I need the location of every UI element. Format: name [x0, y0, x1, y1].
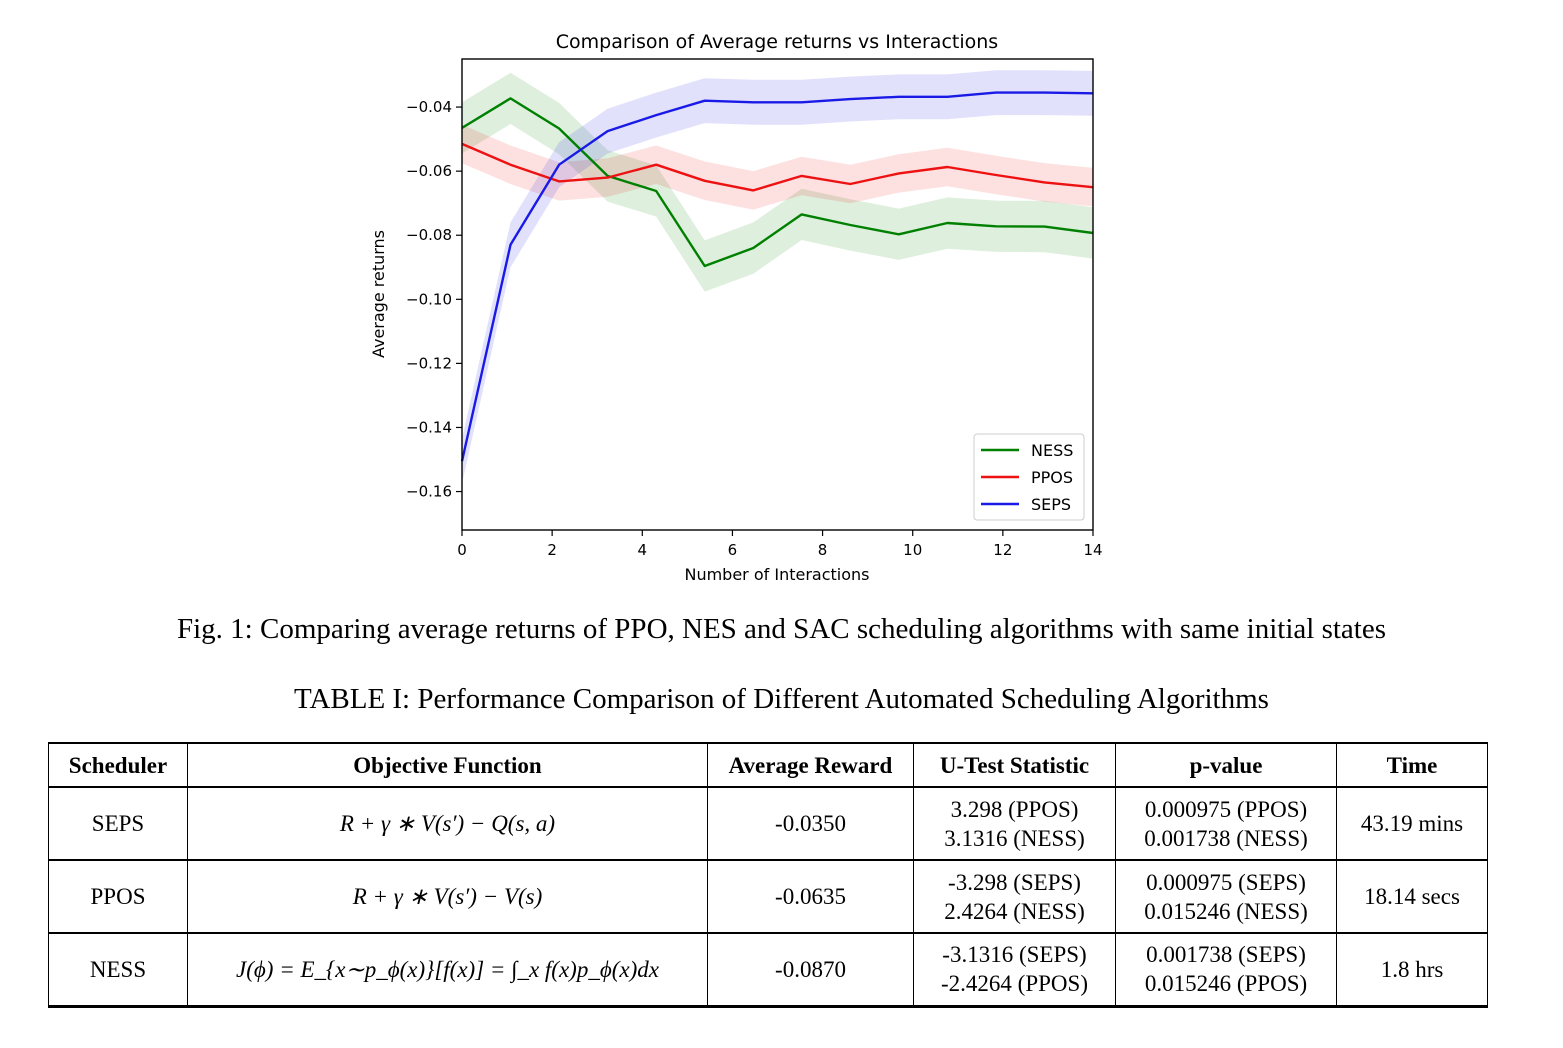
utest-line: -2.4264 (PPOS) — [941, 971, 1088, 997]
y-tick-label: −0.14 — [406, 418, 452, 436]
y-tick-label: −0.04 — [406, 98, 452, 116]
legend: NESS PPOS SEPS — [973, 433, 1085, 521]
pvalue-line: 0.015246 (NESS) — [1144, 898, 1308, 924]
col-header-utest: U-Test Statistic — [913, 743, 1116, 787]
x-axis-ticks: 0 2 4 6 8 10 12 14 — [457, 530, 1103, 559]
y-axis-ticks: −0.04 −0.06 −0.08 −0.10 −0.12 −0.14 −0.16 — [406, 98, 462, 501]
x-tick-label: 2 — [547, 541, 557, 559]
objective-cell: R + γ ∗ V(s′) − V(s) — [187, 860, 708, 933]
y-tick-label: −0.12 — [406, 354, 452, 372]
legend-label: PPOS — [1031, 468, 1073, 487]
scheduler-cell: NESS — [48, 933, 188, 1006]
time-cell: 18.14 secs — [1336, 860, 1488, 933]
utest-cell: -3.298 (SEPS) 2.4264 (NESS) — [913, 860, 1116, 933]
y-axis-label: Average returns — [369, 230, 388, 358]
table-header-row: Scheduler Objective Function Average Rew… — [48, 743, 1488, 787]
pvalue-line: 0.000975 (SEPS) — [1146, 869, 1306, 895]
series-line-ppos — [461, 142, 1094, 192]
utest-line: -3.1316 (SEPS) — [942, 942, 1087, 968]
chart-title: Comparison of Average returns vs Interac… — [556, 31, 998, 53]
utest-line: 3.298 (PPOS) — [950, 796, 1079, 822]
x-tick-label: 6 — [728, 541, 738, 559]
table-row: PPOS R + γ ∗ V(s′) − V(s) -0.0635 -3.298… — [48, 860, 1488, 933]
x-tick-label: 4 — [638, 541, 648, 559]
col-header-pvalue: p-value — [1115, 743, 1337, 787]
utest-line: -3.298 (SEPS) — [948, 869, 1081, 895]
legend-label: SEPS — [1031, 495, 1071, 514]
reward-cell: -0.0350 — [707, 787, 914, 860]
pvalue-cell: 0.000975 (PPOS) 0.001738 (NESS) — [1115, 787, 1337, 860]
legend-box — [973, 433, 1085, 521]
series-lines — [460, 91, 1094, 462]
legend-label: NESS — [1031, 441, 1073, 460]
pvalue-cell: 0.000975 (SEPS) 0.015246 (NESS) — [1115, 860, 1337, 933]
col-header-objective: Objective Function — [187, 743, 708, 787]
col-header-reward: Average Reward — [707, 743, 914, 787]
band-ness — [462, 72, 1093, 292]
series-line-seps — [460, 91, 1094, 462]
figure-caption: Fig. 1: Comparing average returns of PPO… — [177, 613, 1386, 645]
table-caption: TABLE I: Performance Comparison of Diffe… — [294, 683, 1269, 715]
pvalue-line: 0.015246 (PPOS) — [1144, 971, 1308, 997]
band-seps — [462, 70, 1093, 484]
pvalue-cell: 0.001738 (SEPS) 0.015246 (PPOS) — [1115, 933, 1337, 1006]
pvalue-line: 0.001738 (SEPS) — [1146, 942, 1306, 968]
reward-cell: -0.0870 — [707, 933, 914, 1006]
table-row: SEPS R + γ ∗ V(s′) − Q(s, a) -0.0350 3.2… — [48, 787, 1488, 860]
x-tick-label: 10 — [903, 541, 922, 559]
utest-cell: -3.1316 (SEPS) -2.4264 (PPOS) — [913, 933, 1116, 1006]
pvalue-line: 0.000975 (PPOS) — [1144, 796, 1308, 822]
reward-cell: -0.0635 — [707, 860, 914, 933]
x-tick-label: 12 — [993, 541, 1012, 559]
confidence-bands — [462, 70, 1093, 484]
band-ppos — [462, 124, 1093, 210]
series-line-ness — [461, 97, 1094, 268]
y-tick-label: −0.06 — [406, 162, 452, 180]
objective-cell: R + γ ∗ V(s′) − Q(s, a) — [187, 787, 708, 860]
time-cell: 1.8 hrs — [1336, 933, 1488, 1006]
line-chart: 0 2 4 6 8 10 12 14 −0.04−0.06−0.08−0.10−0.12−0.… — [369, 31, 1103, 584]
scheduler-cell: PPOS — [48, 860, 188, 933]
col-header-scheduler: Scheduler — [48, 743, 188, 787]
y-tick-label: −0.16 — [406, 483, 452, 501]
table-row: NESS J(ϕ) = E_{x∼p_ϕ(x)}[f(x)] = ∫_x f(x… — [48, 933, 1488, 1006]
objective-cell: J(ϕ) = E_{x∼p_ϕ(x)}[f(x)] = ∫_x f(x)p_ϕ(… — [187, 933, 708, 1006]
results-table: Scheduler Objective Function Average Rew… — [48, 742, 1488, 1008]
utest-cell: 3.298 (PPOS) 3.1316 (NESS) — [913, 787, 1116, 860]
x-tick-label: 8 — [818, 541, 828, 559]
utest-line: 3.1316 (NESS) — [944, 825, 1085, 851]
x-tick-label: 14 — [1083, 541, 1102, 559]
utest-line: 2.4264 (NESS) — [944, 898, 1085, 924]
plot-frame — [461, 58, 1094, 531]
x-axis-label: Number of Interactions — [684, 565, 869, 584]
x-tick-label: 0 — [457, 541, 467, 559]
y-tick-label: −0.08 — [406, 226, 452, 244]
scheduler-cell: SEPS — [48, 787, 188, 860]
y-tick-label: −0.10 — [406, 290, 452, 308]
time-cell: 43.19 mins — [1336, 787, 1488, 860]
pvalue-line: 0.001738 (NESS) — [1144, 825, 1308, 851]
col-header-time: Time — [1336, 743, 1488, 787]
